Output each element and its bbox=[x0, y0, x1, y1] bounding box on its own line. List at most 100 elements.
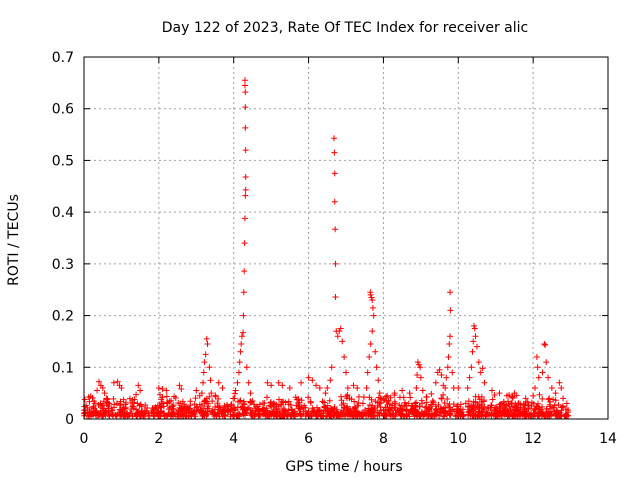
noise-marker bbox=[377, 407, 384, 414]
noise-marker bbox=[509, 393, 516, 400]
noise-marker bbox=[81, 396, 88, 403]
noise-marker bbox=[166, 404, 173, 411]
noise-marker bbox=[227, 413, 234, 420]
noise-marker bbox=[129, 396, 136, 403]
noise-marker bbox=[460, 413, 467, 420]
data-point bbox=[354, 384, 361, 391]
data-point bbox=[101, 390, 108, 397]
y-tick-label: 0.3 bbox=[52, 257, 74, 273]
noise-marker bbox=[295, 396, 302, 403]
noise-marker bbox=[369, 402, 376, 409]
noise-marker bbox=[137, 412, 144, 419]
noise-marker bbox=[110, 395, 117, 402]
noise-marker bbox=[237, 397, 244, 404]
data-point bbox=[488, 387, 495, 394]
noise-marker bbox=[161, 412, 168, 419]
noise-marker bbox=[546, 412, 553, 419]
data-point bbox=[232, 387, 239, 394]
noise-marker bbox=[489, 396, 496, 403]
data-point bbox=[449, 369, 456, 376]
noise-marker bbox=[222, 413, 229, 420]
data-point bbox=[370, 312, 377, 319]
data-point bbox=[332, 226, 339, 233]
noise-marker bbox=[200, 411, 207, 418]
data-point bbox=[556, 379, 563, 386]
noise-marker bbox=[546, 395, 553, 402]
noise-marker bbox=[480, 398, 487, 405]
noise-marker bbox=[558, 404, 565, 411]
noise-marker bbox=[428, 390, 435, 397]
data-point bbox=[470, 338, 477, 345]
noise-marker bbox=[319, 398, 326, 405]
noise-marker bbox=[221, 408, 228, 415]
data-point bbox=[446, 341, 453, 348]
noise-marker bbox=[260, 411, 267, 418]
noise-marker bbox=[400, 412, 407, 419]
noise-marker bbox=[555, 401, 562, 408]
noise-marker bbox=[354, 402, 361, 409]
grid-lines bbox=[84, 57, 608, 419]
data-point bbox=[241, 82, 248, 89]
noise-marker bbox=[355, 393, 362, 400]
noise-marker bbox=[152, 404, 159, 411]
noise-marker bbox=[110, 412, 117, 419]
noise-marker bbox=[197, 406, 204, 413]
data-point bbox=[375, 377, 382, 384]
data-point bbox=[369, 328, 376, 335]
noise-marker bbox=[287, 401, 294, 408]
data-point bbox=[364, 369, 371, 376]
noise-marker bbox=[231, 411, 238, 418]
noise-marker bbox=[447, 410, 454, 417]
noise-marker bbox=[438, 395, 445, 402]
noise-marker bbox=[116, 400, 123, 407]
data-point bbox=[242, 124, 249, 131]
data-point bbox=[532, 384, 539, 391]
data-point bbox=[522, 395, 529, 402]
noise-marker bbox=[111, 404, 118, 411]
noise-marker bbox=[559, 403, 566, 410]
noise-marker bbox=[240, 405, 247, 412]
x-tick-label: 0 bbox=[80, 431, 89, 447]
noise-marker bbox=[316, 407, 323, 414]
data-point bbox=[159, 386, 166, 393]
data-point bbox=[438, 372, 445, 379]
noise-marker bbox=[367, 410, 374, 417]
noise-marker bbox=[114, 411, 121, 418]
noise-marker bbox=[187, 398, 194, 405]
noise-marker bbox=[206, 393, 213, 400]
noise-marker bbox=[240, 398, 247, 405]
noise-marker bbox=[93, 408, 100, 415]
noise-marker bbox=[348, 396, 355, 403]
noise-marker bbox=[259, 408, 266, 415]
noise-marker bbox=[251, 401, 258, 408]
data-point bbox=[372, 348, 379, 355]
noise-marker bbox=[384, 404, 391, 411]
noise-marker bbox=[432, 411, 439, 418]
data-point bbox=[471, 322, 478, 329]
chart-title: Day 122 of 2023, Rate Of TEC Index for r… bbox=[162, 20, 528, 36]
noise-marker bbox=[157, 404, 164, 411]
noise-marker bbox=[100, 398, 107, 405]
noise-marker bbox=[565, 412, 572, 419]
noise-marker bbox=[493, 403, 500, 410]
noise-marker bbox=[316, 408, 323, 415]
noise-marker bbox=[425, 411, 432, 418]
data-point bbox=[447, 289, 454, 296]
data-point bbox=[341, 353, 348, 360]
data-point bbox=[415, 361, 422, 368]
noise-marker bbox=[521, 402, 528, 409]
y-tick-label: 0.1 bbox=[52, 360, 74, 376]
data-point bbox=[384, 392, 391, 399]
data-point bbox=[539, 369, 546, 376]
data-point bbox=[305, 374, 312, 381]
noise-marker bbox=[412, 411, 419, 418]
noise-marker bbox=[273, 401, 280, 408]
data-point bbox=[563, 400, 570, 407]
noise-marker bbox=[375, 394, 382, 401]
noise-marker bbox=[413, 399, 420, 406]
noise-marker bbox=[349, 405, 356, 412]
data-point bbox=[245, 379, 252, 386]
noise-marker bbox=[397, 405, 404, 412]
noise-marker bbox=[439, 408, 446, 415]
data-point bbox=[417, 364, 424, 371]
